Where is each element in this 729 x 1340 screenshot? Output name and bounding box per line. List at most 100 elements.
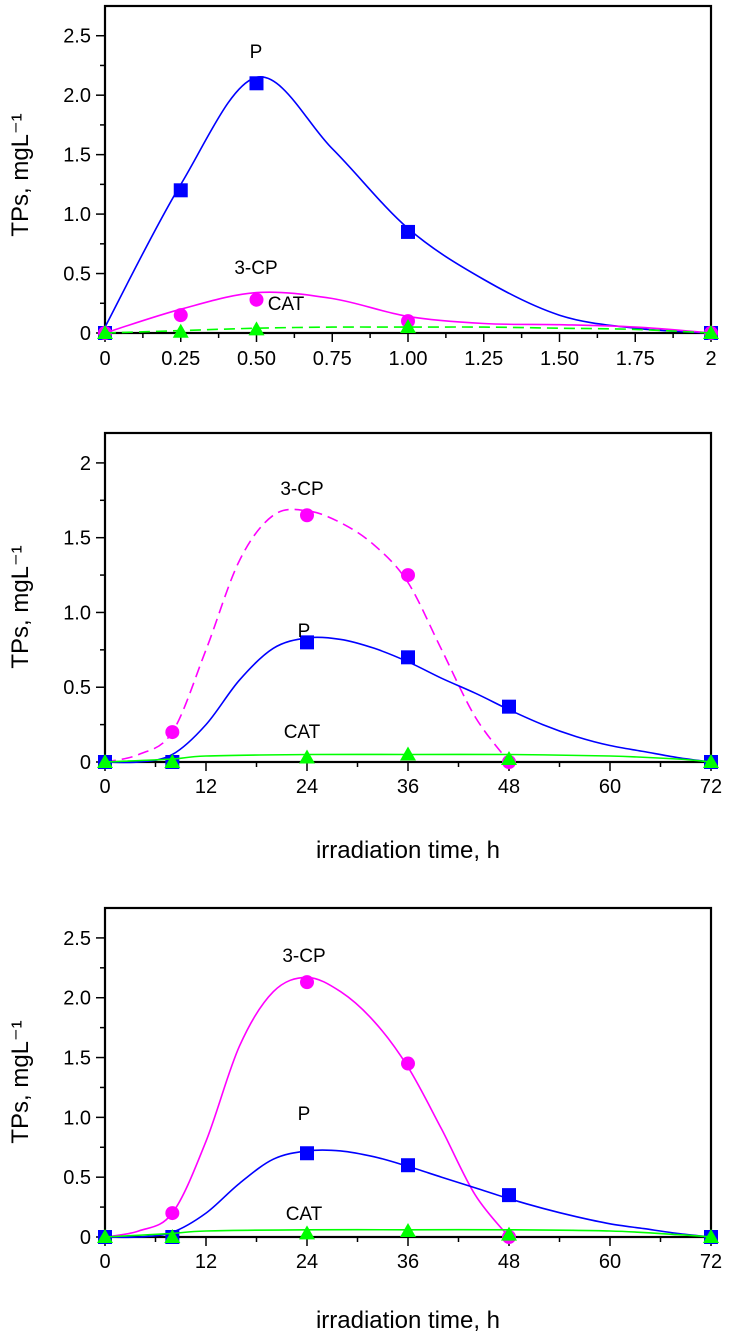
x-tick-label: 0	[99, 776, 110, 798]
data-point-circle	[300, 508, 314, 523]
plot-frame	[103, 431, 713, 764]
chart-panel-1: 0 0.5 1.0 1.5 2.0 2.5 0 0.25 0.50 0.75 1.00 1.25 1.5…	[7, 4, 719, 370]
series-label: P	[298, 621, 311, 642]
series-label: 3-CP	[280, 479, 323, 500]
data-point-square	[502, 699, 516, 714]
series-p: P	[98, 42, 718, 340]
data-point-triangle	[164, 754, 181, 768]
y-tick-label: 1.5	[63, 1048, 91, 1070]
x-tick-label: 36	[397, 776, 419, 798]
x-tick-label: 72	[700, 776, 722, 798]
x-tick-label: 0.75	[313, 348, 352, 370]
y-tick-label: 1.5	[63, 528, 91, 550]
x-tick-label: 1.00	[389, 348, 428, 370]
data-point-circle	[249, 292, 264, 307]
x-tick-label: 48	[498, 776, 520, 798]
data-point-circle	[401, 1056, 415, 1071]
data-point-circle	[165, 1206, 180, 1221]
y-tick-label: 0	[80, 323, 91, 345]
y-tick-label: 2.0	[63, 85, 91, 107]
y-axis-title: TPs, mgL⁻¹	[7, 113, 34, 236]
data-point-circle	[401, 568, 415, 583]
data-point-triangle	[400, 746, 416, 761]
series-label: P	[298, 1104, 311, 1125]
y-axis-title: TPs, mgL⁻¹	[7, 1020, 34, 1143]
data-point-square	[300, 1146, 314, 1161]
x-tick-label: 12	[195, 1251, 217, 1273]
chart-panel-3: 0 0.5 1.0 1.5 2.0 2.5 0 12 24 36 48 60 72 TPs, mgL⁻¹ i…	[7, 906, 722, 1334]
x-tick-label: 0	[99, 348, 110, 370]
x-tick-label: 0	[99, 1251, 110, 1273]
y-tick-label: 1.0	[63, 204, 91, 226]
data-point-triangle	[299, 1225, 315, 1240]
y-tick-label: 0.5	[63, 264, 91, 286]
y-tick-label: 2.5	[63, 928, 91, 950]
series-p: P	[98, 1104, 718, 1244]
x-tick-label: 0.25	[161, 348, 200, 370]
x-tick-label: 1.50	[540, 348, 579, 370]
y-tick-label: 2	[80, 453, 91, 475]
series-cat: CAT	[97, 294, 719, 339]
chart-panel-2: 0 0.5 1.0 1.5 2 0 12 24 36 48 60 72 TPs, mgL⁻¹ irradi…	[7, 431, 722, 864]
series-3-cp: 3-CP	[98, 946, 516, 1244]
data-point-square	[173, 183, 188, 198]
y-tick-label: 1.5	[63, 145, 91, 167]
data-point-square	[502, 1188, 516, 1203]
x-axis-title: irradiation time, h	[316, 837, 500, 864]
series-cat: CAT	[97, 1204, 719, 1243]
data-point-triangle	[501, 1226, 517, 1241]
data-point-square	[401, 1158, 415, 1173]
plot-frame	[103, 906, 713, 1239]
y-tick-label: 2.0	[63, 988, 91, 1010]
data-point-triangle	[501, 751, 517, 766]
x-tick-label: 48	[498, 1251, 520, 1273]
x-tick-label: 60	[599, 1251, 621, 1273]
data-point-square	[401, 650, 415, 665]
x-axis-title: irradiation time, h	[316, 1307, 500, 1334]
data-point-square	[249, 76, 264, 91]
series-line-p	[104, 76, 712, 334]
y-tick-label: 0.5	[63, 677, 91, 699]
series-label: 3-CP	[282, 946, 325, 967]
y-tick-label: 0	[80, 752, 91, 774]
data-point-triangle	[703, 754, 719, 768]
data-point-circle	[300, 975, 314, 990]
plot-frame	[103, 4, 713, 335]
x-tick-label: 1.25	[464, 348, 503, 370]
x-tick-label: 24	[296, 776, 318, 798]
x-tick-label: 24	[296, 1251, 318, 1273]
y-tick-label: 1.0	[63, 1107, 91, 1129]
data-point-triangle	[97, 754, 113, 768]
data-point-square	[401, 224, 415, 239]
data-point-triangle	[400, 319, 416, 334]
y-tick-label: 1.0	[63, 602, 91, 624]
series-label: CAT	[284, 722, 321, 743]
data-point-triangle	[299, 749, 315, 764]
x-tick-label: 60	[599, 776, 621, 798]
x-tick-label: 36	[397, 1251, 419, 1273]
series-label: 3-CP	[234, 258, 277, 279]
x-tick-label: 1.75	[616, 348, 655, 370]
data-point-triangle	[248, 321, 265, 336]
x-tick-label: 12	[195, 776, 217, 798]
y-tick-label: 0	[80, 1227, 91, 1249]
data-point-triangle	[703, 325, 719, 339]
series-label: CAT	[286, 1204, 323, 1225]
x-tick-label: 0.50	[237, 348, 276, 370]
data-point-triangle	[97, 1229, 113, 1243]
y-axis-title: TPs, mgL⁻¹	[7, 545, 34, 668]
y-tick-label: 0.5	[63, 1167, 91, 1189]
data-point-square	[300, 635, 314, 650]
series-cat: CAT	[97, 722, 719, 768]
series-label: P	[250, 42, 263, 63]
y-tick-label: 2.5	[63, 26, 91, 48]
data-point-triangle	[164, 1229, 181, 1243]
data-point-triangle	[703, 1229, 719, 1243]
x-tick-label: 72	[700, 1251, 722, 1273]
data-point-circle	[173, 308, 188, 323]
data-point-triangle	[97, 325, 113, 339]
x-tick-label: 2	[705, 348, 716, 370]
series-label: CAT	[268, 294, 305, 315]
data-point-triangle	[400, 1223, 416, 1238]
